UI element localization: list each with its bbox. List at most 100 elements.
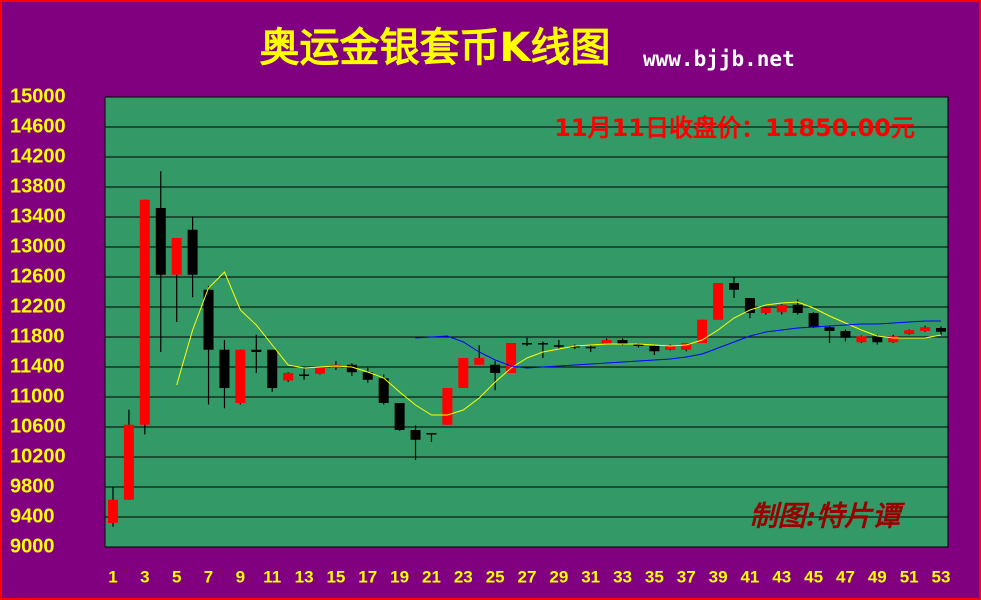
candle-body — [139, 199, 150, 425]
candle-body — [426, 433, 437, 435]
candle-body — [872, 336, 883, 343]
candle-body — [681, 343, 692, 350]
candle-body — [824, 327, 835, 331]
candle-body — [840, 331, 851, 338]
x-tick-label: 37 — [677, 567, 696, 586]
x-tick-label: 43 — [772, 567, 791, 586]
x-tick-label: 27 — [518, 567, 537, 586]
candle-body — [203, 289, 214, 350]
x-tick-label: 29 — [549, 567, 568, 586]
candle-body — [553, 345, 564, 347]
candle-body — [267, 349, 278, 388]
candle-body — [362, 372, 373, 380]
x-tick-label: 45 — [804, 567, 823, 586]
annotation: 11月11日收盘价：11850.00元 — [554, 114, 915, 142]
x-tick-label: 47 — [836, 567, 855, 586]
y-tick-label: 11000 — [10, 385, 65, 407]
candle-body — [442, 388, 453, 425]
y-tick-label: 11400 — [10, 355, 65, 377]
candle-body — [744, 298, 755, 313]
candle-body — [904, 330, 915, 334]
x-tick-label: 41 — [740, 567, 759, 586]
candle-body — [585, 346, 596, 349]
candle-body — [920, 327, 931, 331]
x-tick-label: 7 — [204, 567, 213, 586]
x-tick-label: 15 — [326, 567, 345, 586]
candle-body — [633, 344, 644, 346]
candle-body — [315, 367, 325, 374]
candle-body — [123, 424, 134, 500]
x-tick-label: 35 — [645, 567, 664, 586]
x-tick-label: 3 — [140, 567, 149, 586]
candle-body — [760, 307, 771, 313]
candle-body — [155, 208, 166, 275]
y-tick-label: 14600 — [10, 115, 66, 137]
candle-body — [792, 304, 803, 313]
candle-body — [410, 430, 421, 440]
grid — [105, 96, 948, 548]
candle-body — [394, 403, 405, 430]
y-tick-label: 10600 — [10, 415, 66, 437]
y-tick-label: 10200 — [10, 445, 66, 467]
candle-body — [522, 343, 532, 345]
x-tick-label: 1 — [108, 567, 117, 586]
x-tick-label: 51 — [900, 567, 919, 586]
candle-body — [490, 364, 501, 373]
candle-body — [299, 374, 310, 376]
candle-body — [665, 345, 676, 350]
candle-body — [171, 238, 182, 275]
moving-average-line — [176, 271, 942, 416]
x-tick-label: 39 — [709, 567, 728, 586]
y-tick-label: 13000 — [10, 235, 66, 257]
candle-body — [649, 346, 660, 352]
y-tick-label: 9000 — [10, 535, 55, 557]
candle-body — [235, 349, 246, 403]
candle-body — [729, 283, 739, 290]
y-tick-label: 11800 — [10, 325, 65, 347]
credit: 制图:特片谭 — [750, 500, 906, 533]
candle-body — [697, 319, 708, 343]
y-tick-label: 9800 — [10, 475, 55, 497]
x-tick-label: 23 — [454, 567, 473, 586]
x-tick-label: 9 — [236, 567, 245, 586]
candle-body — [219, 349, 230, 388]
x-tick-label: 53 — [932, 567, 951, 586]
candle-body — [108, 499, 118, 523]
candle-body — [506, 343, 517, 373]
chart-title: 奥运金银套币K线图 — [260, 25, 611, 71]
candle-body — [808, 313, 819, 328]
x-tick-label: 25 — [486, 567, 505, 586]
moving-average-line — [415, 320, 941, 369]
candle-body — [888, 336, 899, 343]
candle-body — [378, 378, 389, 403]
candle-body — [537, 343, 548, 345]
y-tick-label: 12600 — [10, 265, 66, 287]
x-tick-label: 21 — [422, 567, 441, 586]
candle-body — [936, 328, 946, 332]
candle-body — [856, 336, 867, 343]
candle-body — [776, 304, 787, 313]
y-tick-label: 15000 — [10, 85, 66, 107]
candle-body — [601, 340, 612, 344]
candle-body — [187, 229, 198, 275]
y-tick-label: 13400 — [10, 205, 66, 227]
y-tick-label: 14200 — [10, 145, 66, 167]
plot-area — [104, 96, 949, 548]
y-tick-label: 13800 — [10, 175, 66, 197]
x-tick-label: 11 — [263, 567, 281, 586]
candle-body — [617, 340, 628, 344]
y-tick-label: 9400 — [10, 505, 55, 527]
x-tick-label: 5 — [172, 567, 181, 586]
candle-body — [251, 349, 262, 352]
candle-body — [713, 283, 724, 320]
x-tick-label: 17 — [358, 567, 377, 586]
marks — [108, 171, 946, 527]
x-tick-label: 31 — [581, 567, 600, 586]
candle-body — [283, 373, 294, 381]
x-tick-label: 13 — [295, 567, 314, 586]
candle-body — [474, 358, 485, 365]
y-tick-label: 12200 — [10, 295, 66, 317]
candle-body — [569, 346, 580, 348]
